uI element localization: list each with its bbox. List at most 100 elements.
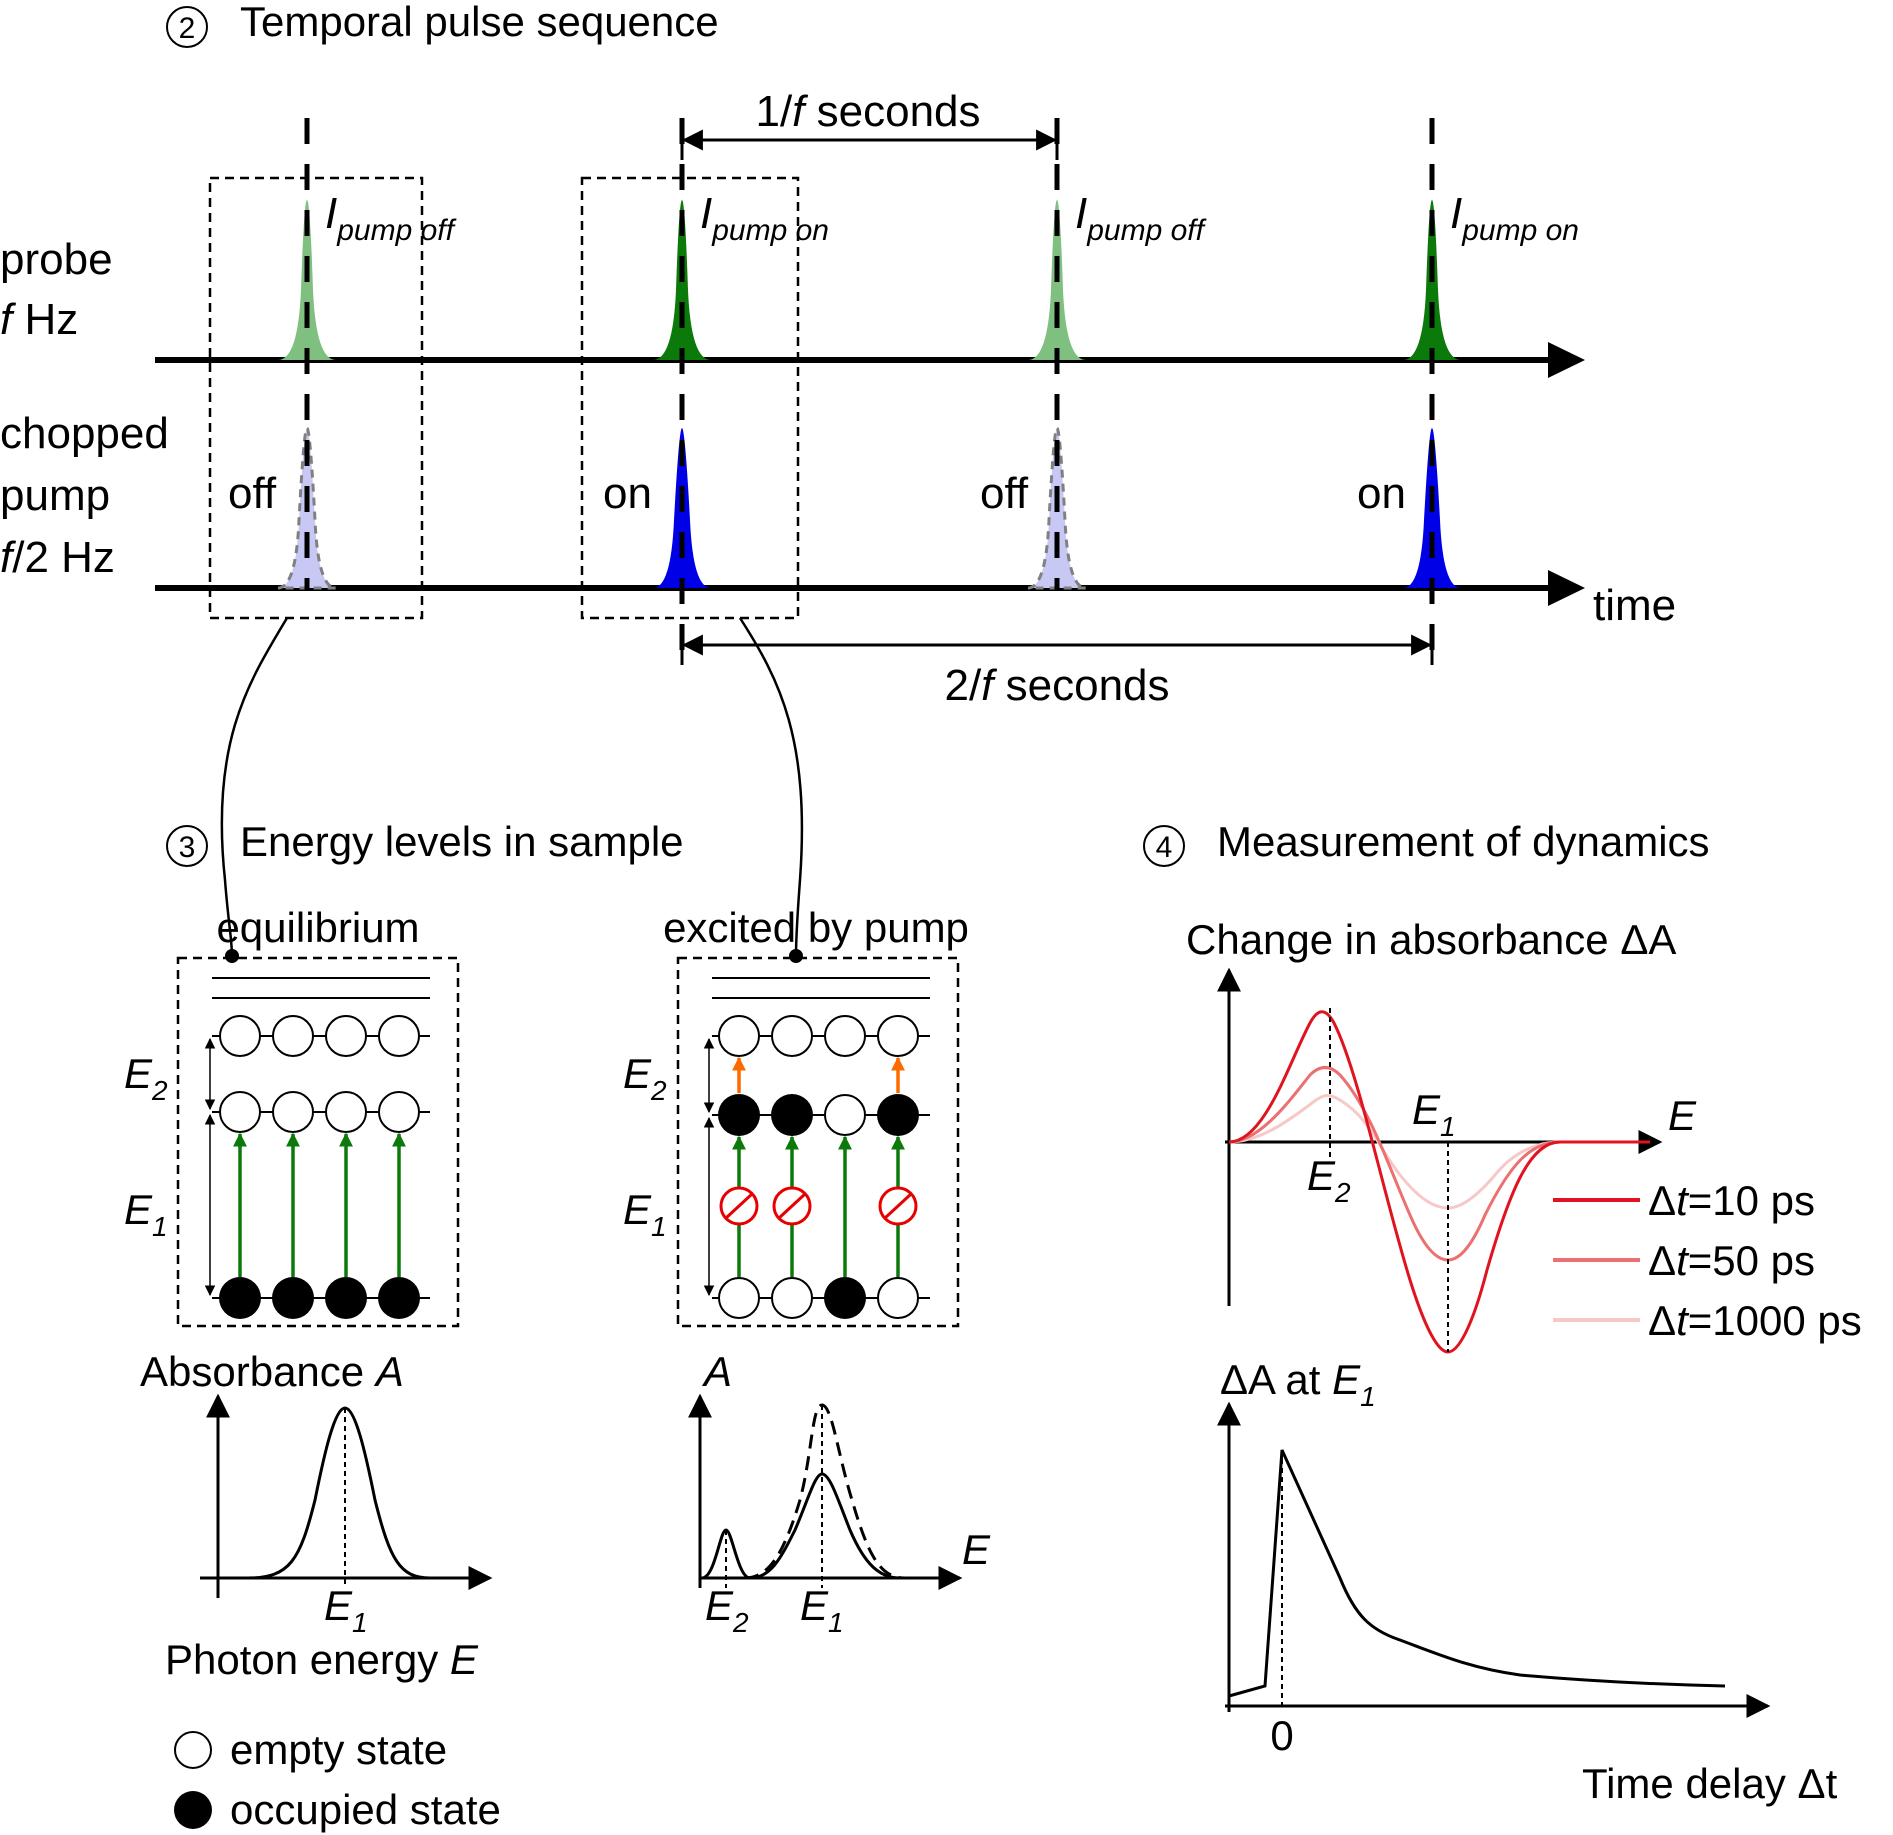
x-axis-label: Photon energy E <box>165 1636 479 1683</box>
absorbance-title: Absorbance A <box>140 1348 404 1395</box>
occupied-state <box>325 1277 367 1319</box>
delta-absorbance-spectrum-plot: Change in absorbance ΔA E E2 E1 Δt=10 ps… <box>1186 916 1862 1354</box>
absorbance-curve <box>247 1406 431 1580</box>
probe-frequency-label: f Hz <box>0 295 78 344</box>
period-1f-label: 1/f seconds <box>755 87 980 136</box>
delta-a-curve-50ps <box>1228 1066 1650 1262</box>
legend-label-50ps: Δt=50 ps <box>1648 1237 1815 1284</box>
empty-state <box>219 1015 261 1057</box>
section-3-number: 3 <box>179 831 196 864</box>
intensity-label-4: Ipump on <box>1450 189 1579 247</box>
empty-state <box>378 1015 420 1057</box>
e2-tick-label: E2 <box>705 1582 749 1638</box>
selection-box-pump-on <box>580 176 800 620</box>
connector-equilibrium-dot <box>225 949 239 963</box>
e1-tick-label: E1 <box>800 1582 844 1638</box>
excited-absorbance-plot: A E E2 E1 <box>688 1348 991 1638</box>
equilibrium-box: E2 E1 <box>124 956 460 1328</box>
pump-state-3: off <box>980 469 1029 518</box>
absorbance-title: A <box>701 1348 732 1395</box>
e2-tick-label: E2 <box>1307 1152 1351 1208</box>
e1-tick-label: E1 <box>1412 1086 1456 1142</box>
empty-state <box>718 1015 760 1057</box>
equilibrium-absorbance-plot: Absorbance A E1 Photon energy E <box>140 1348 493 1683</box>
time-zero-label: 0 <box>1270 1712 1293 1759</box>
blocked-transition-icon <box>772 1186 812 1226</box>
empty-state <box>378 1091 420 1133</box>
x-axis-E: E <box>962 1526 991 1573</box>
legend-label-1000ps: Δt=1000 ps <box>1648 1297 1862 1344</box>
connector-excited-dot <box>789 949 803 963</box>
occupied-state <box>824 1277 866 1319</box>
delta-absorbance-kinetics-plot: ΔA at E1 0 Time delay Δt <box>1217 1356 1838 1807</box>
x-axis-E: E <box>1668 1092 1697 1139</box>
pump-frequency-label: f/2 Hz <box>0 533 115 582</box>
legend-empty-state-icon <box>174 1731 212 1769</box>
intensity-label-1: Ipump off <box>325 189 457 247</box>
selection-box-pump-off <box>208 176 424 620</box>
section-2-number: 2 <box>179 12 196 45</box>
section-4-number: 4 <box>1156 831 1173 864</box>
occupied-state <box>718 1094 760 1136</box>
intensity-label-2: Ipump on <box>700 189 829 247</box>
equilibrium-reference-curve <box>744 1403 906 1580</box>
section-4-number-circle <box>1143 825 1185 867</box>
kinetics-curve <box>1228 1449 1726 1698</box>
connector-excited <box>738 617 804 957</box>
empty-state <box>325 1091 367 1133</box>
section-3-number-circle <box>166 825 208 867</box>
section-3-title: Energy levels in sample <box>240 818 684 865</box>
empty-state <box>718 1277 760 1319</box>
e1-label: E1 <box>124 1186 168 1242</box>
section-4-title: Measurement of dynamics <box>1217 818 1710 865</box>
intensity-label-3: Ipump off <box>1075 189 1207 247</box>
section-2-temporal-pulse-sequence: 2 Temporal pulse sequence probe f Hz cho… <box>0 0 1676 710</box>
pump-state-2: on <box>603 469 652 518</box>
section-2-title: Temporal pulse sequence <box>240 0 719 45</box>
time-label: time <box>1593 581 1676 630</box>
blocked-transition-icon <box>878 1186 918 1226</box>
section-3-energy-levels: 3 Energy levels in sample equilibrium ex… <box>124 818 991 1833</box>
empty-state <box>824 1094 866 1136</box>
empty-state <box>272 1015 314 1057</box>
equilibrium-frame <box>176 956 460 1328</box>
occupied-state <box>272 1277 314 1319</box>
occupied-state <box>378 1277 420 1319</box>
empty-state <box>771 1277 813 1319</box>
pump-state-4: on <box>1357 469 1406 518</box>
excited-frame <box>676 956 960 1328</box>
e1-tick-label: E1 <box>324 1582 368 1638</box>
pump-label-line1: chopped <box>0 409 169 458</box>
blocked-transition-icon <box>719 1186 759 1226</box>
section-2-number-circle <box>166 6 208 48</box>
empty-state <box>824 1015 866 1057</box>
legend-occupied-state-label: occupied state <box>230 1786 501 1833</box>
pump-label-line2: pump <box>0 471 110 520</box>
period-2f-label: 2/f seconds <box>944 661 1169 710</box>
empty-state <box>272 1091 314 1133</box>
legend-label-10ps: Δt=10 ps <box>1648 1177 1815 1224</box>
state-legend: empty state occupied state <box>174 1726 501 1833</box>
connector-equilibrium <box>220 617 289 957</box>
empty-state <box>771 1015 813 1057</box>
legend-empty-state-label: empty state <box>230 1726 447 1773</box>
e1-label: E1 <box>623 1186 667 1242</box>
empty-state <box>219 1091 261 1133</box>
pump-time-axis-arrowhead <box>1548 570 1585 606</box>
occupied-state <box>877 1094 919 1136</box>
delta-a-curve-10ps <box>1228 1010 1650 1354</box>
delta-a-curve-1000ps <box>1228 1094 1650 1210</box>
top-plot-title: Change in absorbance ΔA <box>1186 916 1676 963</box>
probe-label: probe <box>0 235 113 284</box>
e2-label: E2 <box>124 1050 168 1106</box>
excited-absorbance-curve <box>701 1472 901 1580</box>
legend-occupied-state-icon <box>174 1791 212 1829</box>
empty-state <box>877 1277 919 1319</box>
excited-title: excited by pump <box>663 904 969 951</box>
bottom-x-axis-label: Time delay Δt <box>1582 1760 1838 1807</box>
section-4-measurement-of-dynamics: 4 Measurement of dynamics Change in abso… <box>1143 818 1862 1807</box>
probe-time-axis-arrowhead <box>1548 342 1585 378</box>
equilibrium-title: equilibrium <box>216 904 419 951</box>
occupied-state <box>219 1277 261 1319</box>
